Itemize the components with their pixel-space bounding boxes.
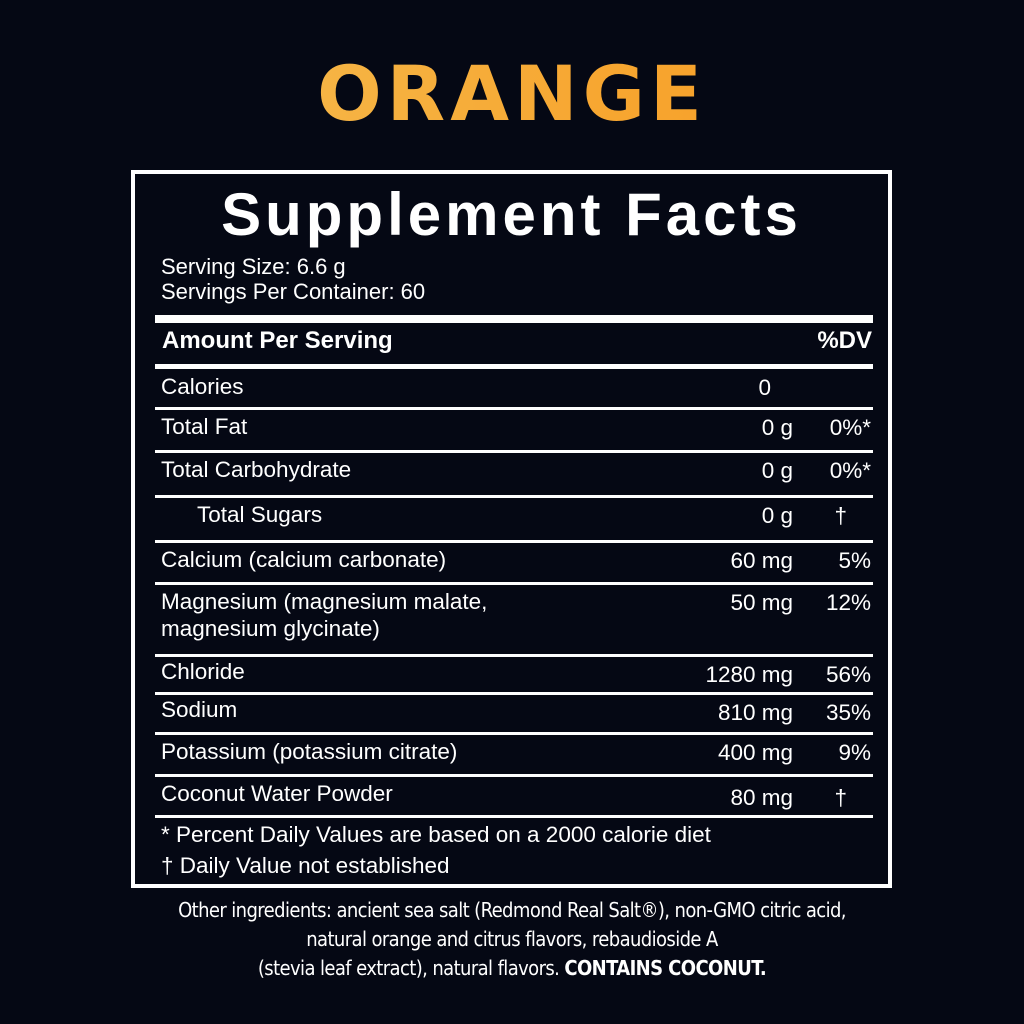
divider-medium	[155, 364, 873, 369]
amount-per-serving-header: Amount Per Serving	[162, 327, 393, 354]
nutrient-name-line1: Magnesium (magnesium malate,	[161, 589, 488, 614]
nutrient-amount: 60 mg	[730, 548, 793, 573]
serving-size: Serving Size: 6.6 g	[161, 254, 346, 279]
nutrient-name: Chloride	[161, 659, 245, 684]
nutrient-dv: 0%*	[829, 458, 871, 483]
nutrient-amount: 1280 mg	[705, 662, 793, 687]
nutrient-amount: 50 mg	[730, 590, 793, 615]
other-ingredients-line3-text: (stevia leaf extract), natural flavors.	[257, 956, 560, 980]
table-row: Chloride 1280 mg 56%	[155, 657, 873, 695]
other-ingredients: Other ingredients: ancient sea salt (Red…	[0, 896, 1024, 983]
nutrient-amount: 0	[758, 375, 771, 400]
nutrient-dv: 9%	[838, 740, 871, 765]
flavor-title: ORANGE	[0, 52, 1024, 136]
footnote-dagger: † Daily Value not established	[161, 853, 450, 878]
table-header: Amount Per Serving %DV	[162, 327, 872, 355]
nutrient-amount: 400 mg	[717, 740, 793, 765]
nutrient-table: Calories 0 Total Fat 0 g 0%* Total Carbo…	[155, 370, 873, 818]
table-row: Total Sugars 0 g †	[155, 498, 873, 543]
other-ingredients-line3: (stevia leaf extract), natural flavors. …	[0, 954, 1024, 983]
nutrient-amount: 0 g	[761, 503, 793, 528]
dv-header: %DV	[817, 327, 872, 354]
nutrient-dv: 56%	[825, 662, 871, 687]
nutrient-amount: 80 mg	[730, 785, 793, 810]
footnotes: * Percent Daily Values are based on a 20…	[161, 819, 711, 881]
nutrient-dv: 0%*	[829, 415, 871, 440]
nutrient-dv: †	[834, 785, 847, 810]
table-row: Potassium (potassium citrate) 400 mg 9%	[155, 735, 873, 777]
nutrient-dv: †	[834, 503, 847, 528]
serving-info: Serving Size: 6.6 g Servings Per Contain…	[161, 254, 425, 304]
nutrient-name: Total Carbohydrate	[161, 457, 352, 482]
table-row: Sodium 810 mg 35%	[155, 695, 873, 735]
nutrient-dv: 12%	[825, 590, 871, 615]
divider-thick	[155, 315, 873, 323]
table-row: Magnesium (magnesium malate, magnesium g…	[155, 585, 873, 657]
nutrient-name-line2: magnesium glycinate)	[161, 616, 380, 641]
table-row: Coconut Water Powder 80 mg †	[155, 777, 873, 818]
nutrient-amount: 0 g	[761, 415, 793, 440]
allergen-statement: CONTAINS COCONUT.	[564, 956, 767, 980]
nutrient-name: Total Sugars	[197, 502, 323, 527]
table-row: Calories 0	[155, 370, 873, 410]
nutrient-amount: 810 mg	[717, 700, 793, 725]
other-ingredients-line2: natural orange and citrus flavors, rebau…	[306, 927, 718, 951]
nutrient-name: Calcium (calcium carbonate)	[161, 547, 447, 572]
nutrient-dv: 5%	[838, 548, 871, 573]
table-row: Calcium (calcium carbonate) 60 mg 5%	[155, 543, 873, 585]
nutrient-dv: 35%	[825, 700, 871, 725]
table-row: Total Fat 0 g 0%*	[155, 410, 873, 453]
table-row: Total Carbohydrate 0 g 0%*	[155, 453, 873, 498]
panel-title: Supplement Facts	[221, 181, 802, 248]
nutrient-name: Sodium	[161, 697, 238, 722]
footnote-dv: * Percent Daily Values are based on a 20…	[161, 822, 711, 847]
nutrient-amount: 0 g	[761, 458, 793, 483]
servings-per-container: Servings Per Container: 60	[161, 279, 426, 304]
nutrient-name: Total Fat	[161, 414, 248, 439]
other-ingredients-line1: Other ingredients: ancient sea salt (Red…	[178, 898, 846, 922]
supplement-facts-panel: Supplement Facts Serving Size: 6.6 g Ser…	[131, 170, 892, 888]
nutrient-name: Magnesium (magnesium malate, magnesium g…	[161, 588, 487, 642]
nutrient-name: Calories	[161, 374, 244, 399]
nutrient-name: Potassium (potassium citrate)	[161, 739, 458, 764]
nutrient-name: Coconut Water Powder	[161, 781, 393, 806]
